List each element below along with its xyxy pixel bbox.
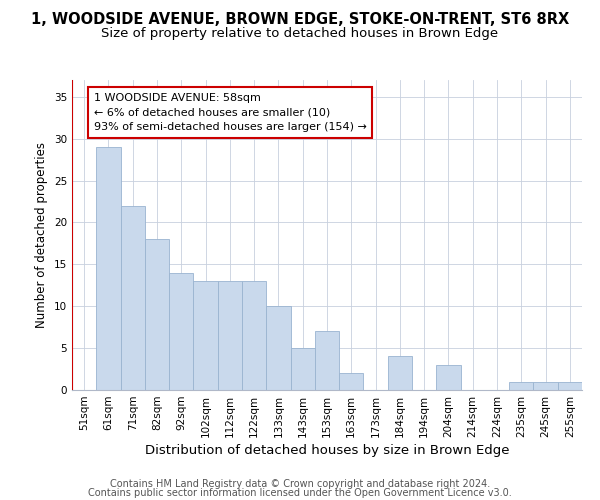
Bar <box>193 281 218 390</box>
Bar <box>266 306 290 390</box>
Bar <box>509 382 533 390</box>
Text: 1, WOODSIDE AVENUE, BROWN EDGE, STOKE-ON-TRENT, ST6 8RX: 1, WOODSIDE AVENUE, BROWN EDGE, STOKE-ON… <box>31 12 569 28</box>
Bar <box>218 281 242 390</box>
Bar <box>290 348 315 390</box>
Text: Size of property relative to detached houses in Brown Edge: Size of property relative to detached ho… <box>101 28 499 40</box>
Bar <box>169 272 193 390</box>
Text: Contains HM Land Registry data © Crown copyright and database right 2024.: Contains HM Land Registry data © Crown c… <box>110 479 490 489</box>
Bar <box>558 382 582 390</box>
Bar <box>388 356 412 390</box>
Bar <box>121 206 145 390</box>
Bar <box>242 281 266 390</box>
Text: Contains public sector information licensed under the Open Government Licence v3: Contains public sector information licen… <box>88 488 512 498</box>
Bar <box>145 239 169 390</box>
Bar <box>533 382 558 390</box>
Bar <box>339 373 364 390</box>
Bar <box>315 332 339 390</box>
X-axis label: Distribution of detached houses by size in Brown Edge: Distribution of detached houses by size … <box>145 444 509 457</box>
Bar <box>96 147 121 390</box>
Text: 1 WOODSIDE AVENUE: 58sqm
← 6% of detached houses are smaller (10)
93% of semi-de: 1 WOODSIDE AVENUE: 58sqm ← 6% of detache… <box>94 92 367 132</box>
Bar <box>436 365 461 390</box>
Y-axis label: Number of detached properties: Number of detached properties <box>35 142 49 328</box>
